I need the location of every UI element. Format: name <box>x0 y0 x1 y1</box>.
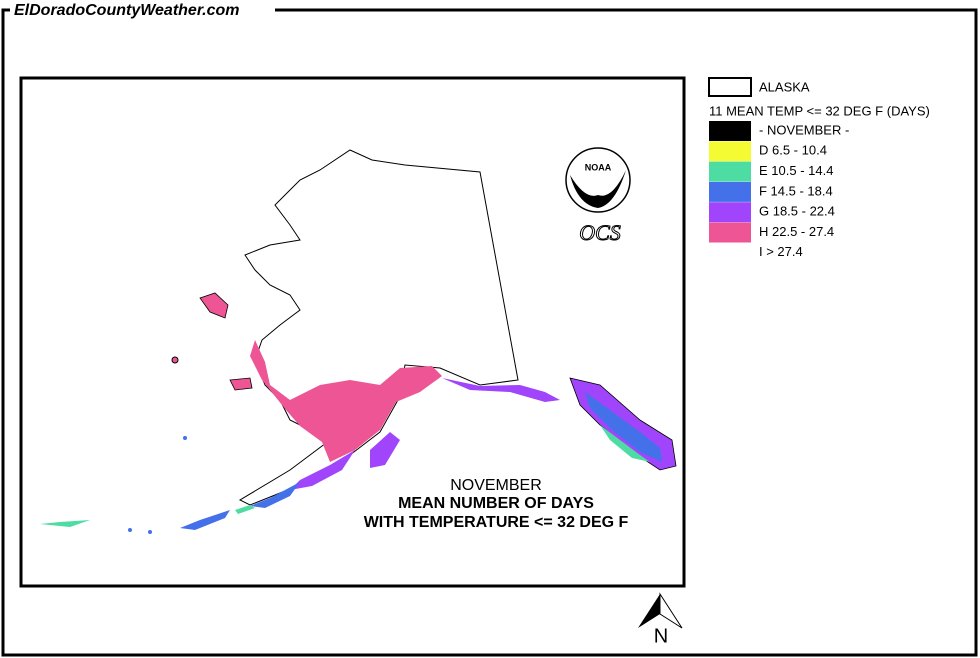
zone-g <box>290 378 560 490</box>
zone-e <box>40 505 255 527</box>
noaa-logo: NOAA OCS <box>565 147 631 246</box>
legend-swatch <box>709 161 751 182</box>
map-caption: WITH TEMPERATURE <= 32 DEG F <box>364 514 629 531</box>
legend-swatch <box>709 181 751 202</box>
alaska-map <box>40 149 677 534</box>
logo-bird <box>570 170 626 208</box>
site-title: ElDoradoCountyWeather.com <box>14 2 240 19</box>
legend-label: - NOVEMBER - <box>759 122 849 137</box>
island <box>128 528 132 532</box>
legend-label: D 6.5 - 10.4 <box>759 143 827 158</box>
logo-office: OCS <box>579 220 621 245</box>
island-h <box>199 292 253 391</box>
legend-swatch <box>709 202 751 223</box>
legend-swatch <box>709 222 751 243</box>
island <box>171 356 179 364</box>
zone-f <box>180 482 300 530</box>
map-caption: MEAN NUMBER OF DAYS <box>398 495 594 512</box>
region-swatch <box>708 77 752 97</box>
legend: - NOVEMBER - D 6.5 - 10.4 E 10.5 - 14.4 F 1… <box>709 121 849 263</box>
outer-frame <box>1 8 978 657</box>
map-month: NOVEMBER <box>450 477 542 494</box>
legend-region: ALASKA <box>759 79 810 94</box>
legend-label: G 18.5 - 22.4 <box>759 204 835 219</box>
arrow-right <box>659 592 683 629</box>
island <box>148 530 152 534</box>
legend-swatch <box>709 121 751 141</box>
title-backing <box>10 0 275 20</box>
island <box>183 436 187 440</box>
legend-label: I > 27.4 <box>759 244 803 259</box>
arrow-left <box>638 594 660 628</box>
zone-h <box>250 340 442 462</box>
legend-label: F 14.5 - 18.4 <box>759 183 833 198</box>
legend-label: H 22.5 - 27.4 <box>759 224 834 239</box>
legend-title: 11 MEAN TEMP <= 32 DEG F (DAYS) <box>709 103 930 118</box>
legend-label: E 10.5 - 14.4 <box>759 163 833 178</box>
north-label: N <box>654 625 668 647</box>
north-arrow: N <box>638 592 683 647</box>
logo-agency: NOAA <box>585 162 612 172</box>
legend-swatch <box>709 242 751 263</box>
legend-swatch <box>709 141 751 162</box>
panhandle-f <box>585 392 662 462</box>
